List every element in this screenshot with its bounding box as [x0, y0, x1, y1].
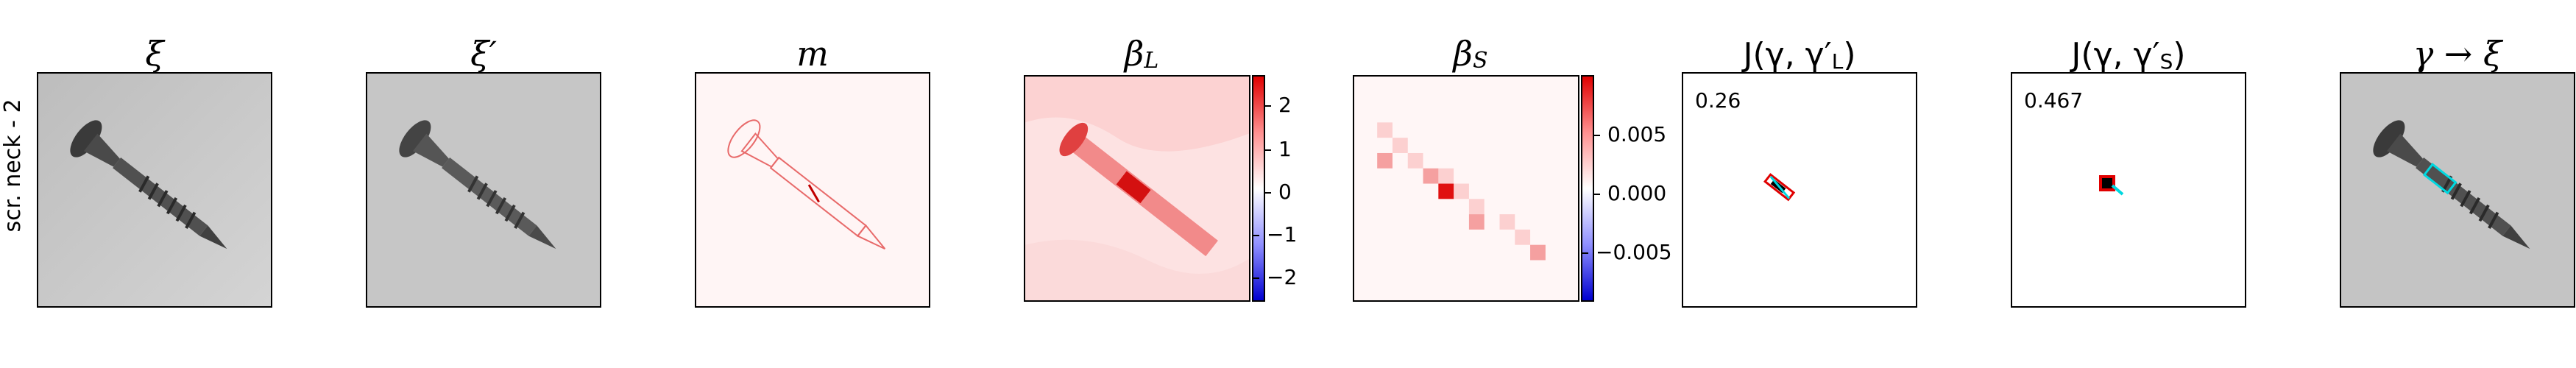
difference-map-m: [695, 72, 930, 308]
panel-title: J(γ, γ′ L): [1743, 36, 1856, 74]
colorbar-tick: 1: [1265, 137, 1292, 161]
row-label: scr. neck - 2: [0, 99, 26, 233]
colorbar-tick: −2: [1253, 265, 1298, 289]
screw-image-xi: [37, 72, 272, 308]
heatmap-beta-s: [1353, 75, 1579, 302]
colorbar-beta-s: [1581, 75, 1594, 302]
heatmap-beta-l: [1024, 75, 1250, 302]
panel-title: J(γ, γ′ S): [2071, 36, 2186, 74]
colorbar-tick: −0.005: [1582, 240, 1672, 264]
overlap-map-s: 0.467: [2011, 72, 2246, 308]
panel-title: ξ′: [470, 34, 497, 74]
colorbar-tick: −1: [1253, 222, 1298, 247]
panel-title: γ → ξ: [2413, 34, 2502, 74]
colorbar-tick: 0.005: [1593, 122, 1667, 146]
colorbar-tick: 2: [1265, 93, 1292, 117]
screw-image-overlay: [2340, 72, 2575, 308]
jaccard-score: 0.26: [1695, 88, 1741, 113]
colorbar-tick: 0.000: [1593, 181, 1667, 205]
overlap-map-l: 0.26: [1682, 72, 1917, 308]
panel-title: m: [796, 34, 829, 74]
panel-title: ξ: [145, 34, 164, 74]
jaccard-score: 0.467: [2024, 88, 2084, 113]
colorbar-tick: 0: [1265, 180, 1292, 204]
colorbar-beta-l: [1252, 75, 1265, 302]
screw-image-xi-prime: [366, 72, 601, 308]
